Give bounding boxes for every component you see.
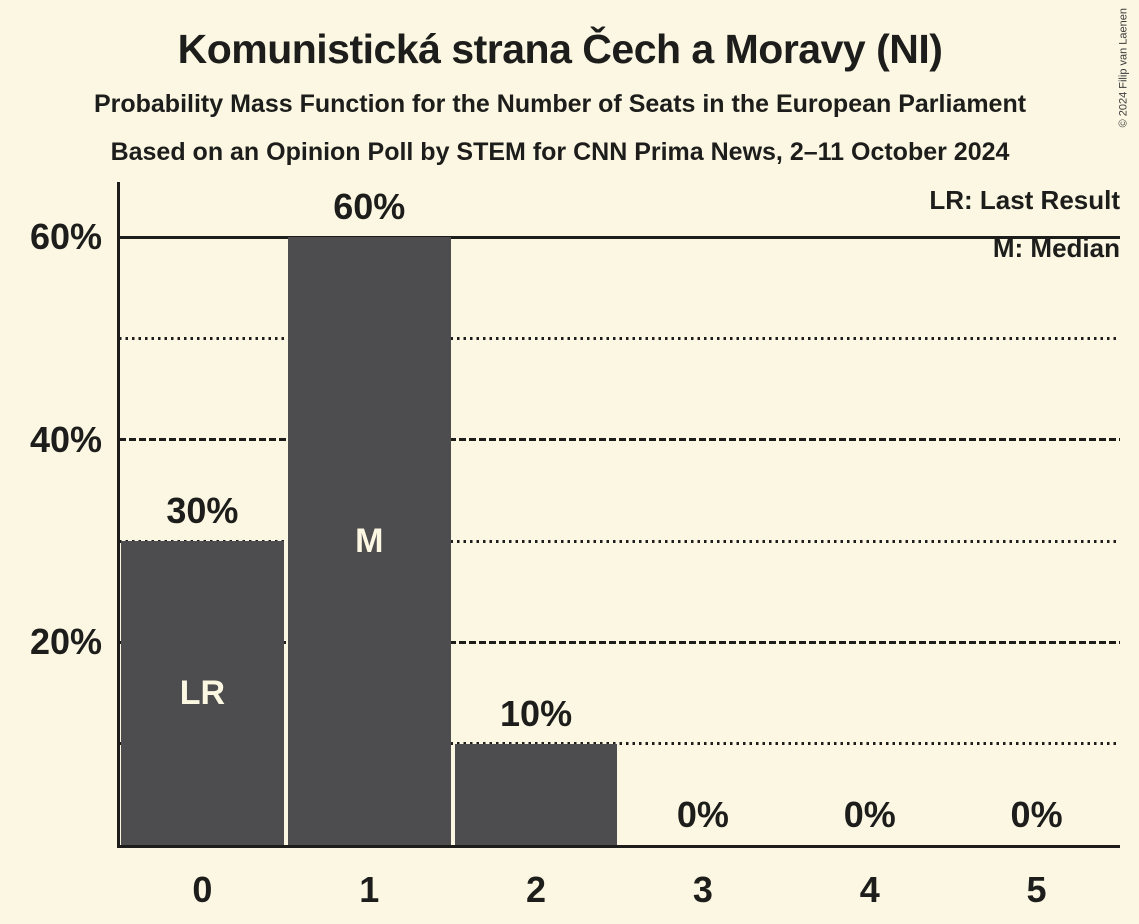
x-axis-line (117, 845, 1120, 848)
gridline-50 (119, 336, 1120, 340)
bar-value-label: 30% (166, 490, 239, 531)
gridline-20 (119, 640, 1120, 644)
chart-poll-source: Based on an Opinion Poll by STEM for CNN… (110, 138, 1010, 166)
bar-1 (287, 237, 451, 845)
bar-2 (454, 743, 618, 845)
bar-0 (121, 541, 284, 845)
bar-value-label: 0% (1010, 794, 1063, 835)
y-tick-label: 20% (29, 621, 102, 663)
x-tick-label: 4 (859, 869, 880, 910)
y-tick-label: 40% (29, 418, 102, 460)
bar-value-label: 60% (333, 186, 406, 227)
y-tick-label: 60% (29, 216, 102, 257)
gridline-10 (119, 742, 1120, 746)
bar-value-label: 0% (676, 794, 729, 835)
x-tick-label: 5 (1026, 869, 1047, 910)
gridline-40 (119, 438, 1120, 442)
legend-last-result: LR: Last Result (929, 185, 1120, 215)
chart-subtitle: Probability Mass Function for the Number… (93, 90, 1027, 118)
bar-annotation-lr: LR (179, 674, 226, 712)
bar-annotation-m: M (355, 522, 384, 560)
bar-value-label: 10% (500, 692, 573, 734)
gridline-30 (119, 539, 1120, 543)
bar-value-label: 0% (843, 794, 896, 835)
x-tick-label: 1 (359, 869, 380, 910)
chart-title: Komunistická strana Čech a Moravy (NI) (177, 26, 943, 72)
y-axis-line (117, 182, 120, 848)
x-tick-label: 3 (692, 869, 713, 910)
gridline-60 (119, 235, 1120, 239)
x-tick-label: 0 (192, 869, 213, 910)
x-tick-label: 2 (526, 869, 547, 910)
copyright-notice: © 2024 Filip van Laenen (1117, 8, 1129, 128)
